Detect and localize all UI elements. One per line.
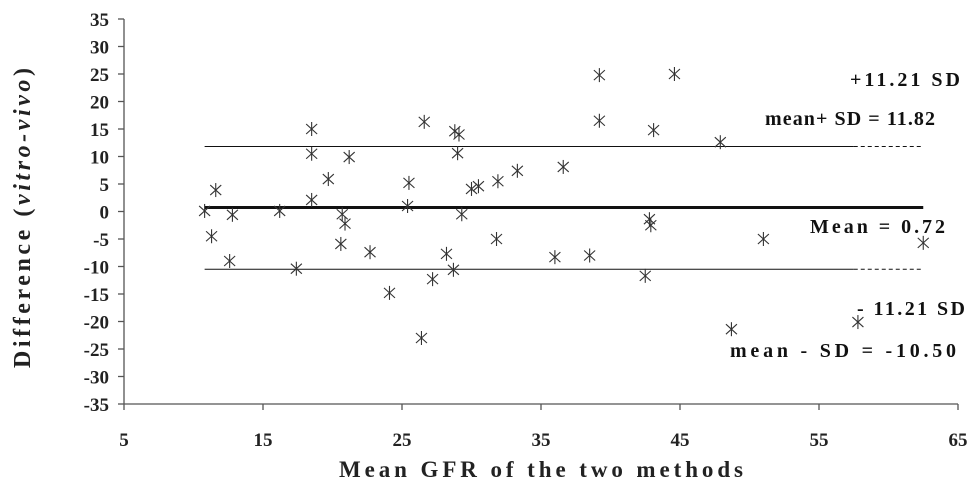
data-point — [339, 216, 351, 231]
x-axis-title: Mean GFR of the two methods — [339, 457, 743, 482]
y-tick-label: 5 — [100, 175, 110, 196]
data-point — [451, 146, 464, 161]
data-point — [639, 268, 652, 283]
data-point — [668, 67, 681, 81]
y-tick-label: -15 — [84, 285, 109, 306]
y-axis-title-prefix: Difference ( — [10, 209, 36, 368]
x-ticks: 5 15 25 35 45 55 65 — [119, 404, 968, 451]
data-point — [549, 250, 561, 265]
data-point — [511, 163, 524, 178]
y-tick-label: 25 — [90, 65, 109, 86]
data-point — [852, 315, 864, 330]
y-tick-label: -10 — [84, 258, 109, 279]
data-point — [725, 322, 738, 337]
y-tick-label: 30 — [90, 38, 109, 59]
y-tick-label: 20 — [90, 93, 109, 114]
data-point — [917, 235, 930, 250]
annotations: +11.21 SD mean+ SD = 11.82 Mean = 0.72 -… — [730, 69, 965, 362]
axes — [123, 19, 958, 405]
lower-limit-annotation: mean - SD = -10.50 — [730, 340, 956, 362]
data-point — [447, 262, 460, 277]
data-point — [205, 229, 218, 244]
upper-sd-annotation: +11.21 SD — [850, 69, 960, 91]
y-ticks: 35 30 25 20 15 10 5 0 -5 -10 -15 -20 -25 -30 -35 — [84, 10, 124, 416]
data-point — [209, 183, 222, 198]
y-tick-label: -5 — [93, 230, 109, 251]
data-point — [490, 232, 503, 246]
data-point — [223, 254, 236, 268]
y-tick-label: -25 — [84, 340, 109, 361]
data-point — [455, 207, 468, 222]
data-point — [364, 245, 376, 260]
x-tick-label: 35 — [532, 430, 551, 451]
data-point — [593, 68, 606, 83]
y-axis-title-suffix: ) — [10, 68, 36, 76]
data-point — [757, 232, 770, 246]
data-point — [415, 331, 428, 345]
x-tick-label: 55 — [810, 430, 829, 451]
data-point — [336, 207, 349, 222]
y-axis-title: Difference ( vitro-vivo) — [10, 68, 36, 368]
data-point — [305, 122, 318, 136]
data-point — [273, 203, 286, 218]
data-point — [403, 175, 415, 190]
x-tick-label: 65 — [949, 430, 968, 451]
x-tick-label: 15 — [254, 430, 273, 451]
y-tick-label: -35 — [84, 395, 109, 416]
data-point — [714, 135, 727, 150]
data-point — [647, 123, 660, 138]
data-point — [472, 179, 485, 194]
y-tick-label: 15 — [90, 120, 109, 141]
y-tick-label: -30 — [84, 368, 109, 389]
x-tick-label: 45 — [671, 430, 690, 451]
mean-annotation: Mean = 0.72 — [810, 216, 945, 238]
data-point — [557, 159, 570, 174]
data-point — [198, 203, 211, 218]
data-point — [583, 248, 596, 263]
data-point — [465, 181, 478, 196]
data-point — [383, 285, 396, 300]
data-point — [644, 218, 657, 233]
data-point — [440, 246, 453, 261]
data-point — [343, 150, 356, 165]
data-point — [226, 207, 239, 222]
y-tick-label: -20 — [84, 313, 109, 334]
y-tick-label: 0 — [100, 203, 110, 224]
upper-limit-annotation: mean+ SD = 11.82 — [765, 108, 935, 130]
data-point — [418, 114, 431, 129]
data-point — [305, 192, 318, 207]
lower-sd-annotation: - 11.21 SD — [857, 298, 965, 320]
data-point — [453, 127, 465, 142]
data-point — [593, 113, 606, 128]
y-axis-title-italic: vitro-vivo — [10, 80, 36, 205]
data-points — [198, 67, 930, 345]
x-tick-label: 5 — [119, 430, 129, 451]
data-point — [401, 199, 414, 213]
data-point — [305, 146, 318, 161]
y-tick-label: 10 — [90, 148, 109, 169]
data-point — [290, 261, 303, 276]
y-tick-label: 35 — [90, 10, 109, 31]
data-point — [334, 236, 347, 251]
x-tick-label: 25 — [393, 430, 412, 451]
reference-lines — [204, 145, 924, 270]
data-point — [492, 174, 504, 189]
data-point — [426, 272, 439, 287]
data-point — [322, 172, 335, 187]
